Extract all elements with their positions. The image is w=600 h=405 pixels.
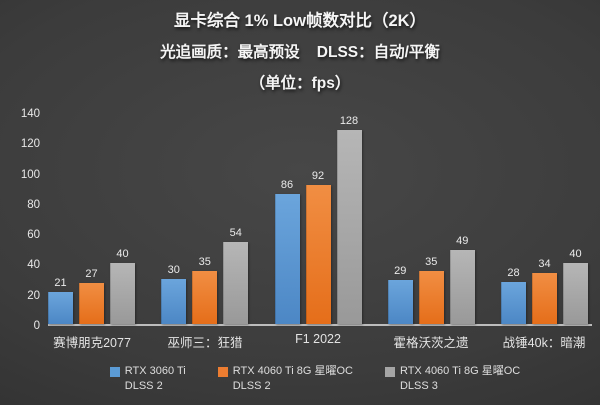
bar-blue [387,280,413,324]
bar-group: 30 35 54 [161,114,249,324]
y-tick-label: 140 [20,108,40,120]
bar-column: 27 [79,114,104,324]
bar-column: 40 [110,114,135,324]
bar-value-label: 29 [394,265,407,278]
bar-column: 35 [418,114,444,324]
y-tick-label: 60 [27,229,40,242]
bar-value-label: 21 [54,277,67,290]
bar-value-label: 49 [456,234,469,247]
legend-label: RTX 3060 Ti DLSS 2 [125,364,186,394]
bar-orange [418,271,444,324]
category-label: 霍格沃茨之遗 [393,336,469,350]
bar-value-label: 35 [198,256,211,268]
legend-label-line: RTX 4060 Ti 8G 星曜OC [232,365,353,377]
bar-blue [161,278,187,324]
legend-label-line: DLSS 2 [232,380,271,392]
bar-value-label: 34 [538,257,551,270]
bar-column: 40 [563,114,588,324]
bar-gray [449,249,475,324]
legend-item: RTX 4060 Ti 8G 星曜OC DLSS 3 [384,364,520,394]
bar-value-label: 54 [229,227,242,240]
bar-value-label: 86 [280,178,294,191]
category-label: 巫师三：狂猎 [167,336,243,350]
bar-group: 29 35 49 [387,114,475,324]
x-label-cell: F1 2022 [274,332,362,351]
bar-value-label: 92 [311,169,325,182]
bar-column: 35 [192,114,218,324]
bar-gray [110,263,135,324]
category-label: 赛博朋克2077 [53,336,131,350]
bar-column: 21 [48,114,73,324]
category-label: 战锤40k：暗潮 [502,336,586,350]
bar-column: 29 [387,114,413,324]
legend-label-line: DLSS 3 [399,380,438,392]
chart-title: 显卡综合 1% Low帧数对比（2K） [173,12,427,30]
legend-swatch [384,367,395,377]
bar-column: 54 [223,114,249,324]
legend-swatch [109,367,120,377]
category-label: F1 2022 [295,332,341,346]
y-tick-label: 40 [27,259,40,272]
chart-subtitle: 光追画质：最高预设 DLSS：自动/平衡 [160,44,440,61]
x-label-cell: 战锤40k：暗潮 [500,332,588,351]
y-tick-label: 80 [27,198,40,211]
legend-swatch [217,367,228,377]
bar-group: 28 34 40 [501,114,588,324]
x-label-cell: 霍格沃茨之遗 [387,332,475,351]
bar-value-label: 128 [339,115,359,128]
bar-value-label: 28 [507,266,520,279]
bar-column: 30 [161,114,187,324]
bar-orange [192,271,218,324]
y-axis: 0 20 40 60 80 100 120 140 [8,108,48,332]
bar-column: 34 [532,114,557,324]
y-tick-label: 0 [33,320,40,332]
legend-item: RTX 3060 Ti DLSS 2 [109,364,186,394]
bar-orange [79,283,104,324]
bar-gray [563,263,588,324]
bar-column: 128 [336,114,362,324]
bar-gray [223,242,249,324]
bar-value-label: 40 [116,248,129,261]
bar-group: 86 92 128 [274,114,362,324]
chart-unit-label: （单位：fps） [249,75,351,92]
x-axis-labels: 赛博朋克2077 巫师三：狂猎 F1 2022 霍格沃茨之遗 战锤40k：暗潮 [8,332,592,351]
bar-column: 49 [449,114,475,324]
x-label-cell: 赛博朋克2077 [48,332,136,351]
bar-orange [532,272,557,324]
legend-label-line: RTX 4060 Ti 8G 星曜OC [399,365,521,377]
bar-blue [274,193,300,324]
y-tick-label: 20 [27,289,40,302]
bar-blue [48,292,73,324]
bar-column: 92 [305,114,331,324]
y-tick-label: 120 [20,138,40,151]
bar-column: 86 [274,114,300,324]
y-tick-label: 100 [20,168,40,181]
legend-item: RTX 4060 Ti 8G 星曜OC DLSS 2 [217,364,353,394]
bar-column: 28 [501,114,526,324]
legend-label-line: DLSS 2 [124,380,163,392]
bar-group: 21 27 40 [48,114,135,324]
legend-label-line: RTX 3060 Ti [124,365,186,377]
legend-label: RTX 4060 Ti 8G 星曜OC DLSS 3 [400,364,520,394]
plot-area: 21 27 40 30 35 54 86 92 128 29 35 49 28 34 40 [48,114,592,326]
bar-chart: 0 20 40 60 80 100 120 140 21 27 40 30 35 54 86 92 128 29… [8,108,592,394]
bar-value-label: 30 [167,263,180,276]
legend: RTX 3060 Ti DLSS 2 RTX 4060 Ti 8G 星曜OC DLSS… [8,364,592,394]
bar-blue [501,281,526,324]
chart-header: 显卡综合 1% Low帧数对比（2K） 光追画质：最高预设 DLSS：自动/平衡… [0,6,600,99]
bar-gray [336,130,362,324]
bar-orange [305,184,331,324]
x-label-cell: 巫师三：狂猎 [161,332,249,351]
bar-value-label: 27 [85,268,98,281]
bar-value-label: 35 [425,256,438,268]
bar-value-label: 40 [569,248,582,261]
legend-label: RTX 4060 Ti 8G 星曜OC DLSS 2 [233,364,353,394]
